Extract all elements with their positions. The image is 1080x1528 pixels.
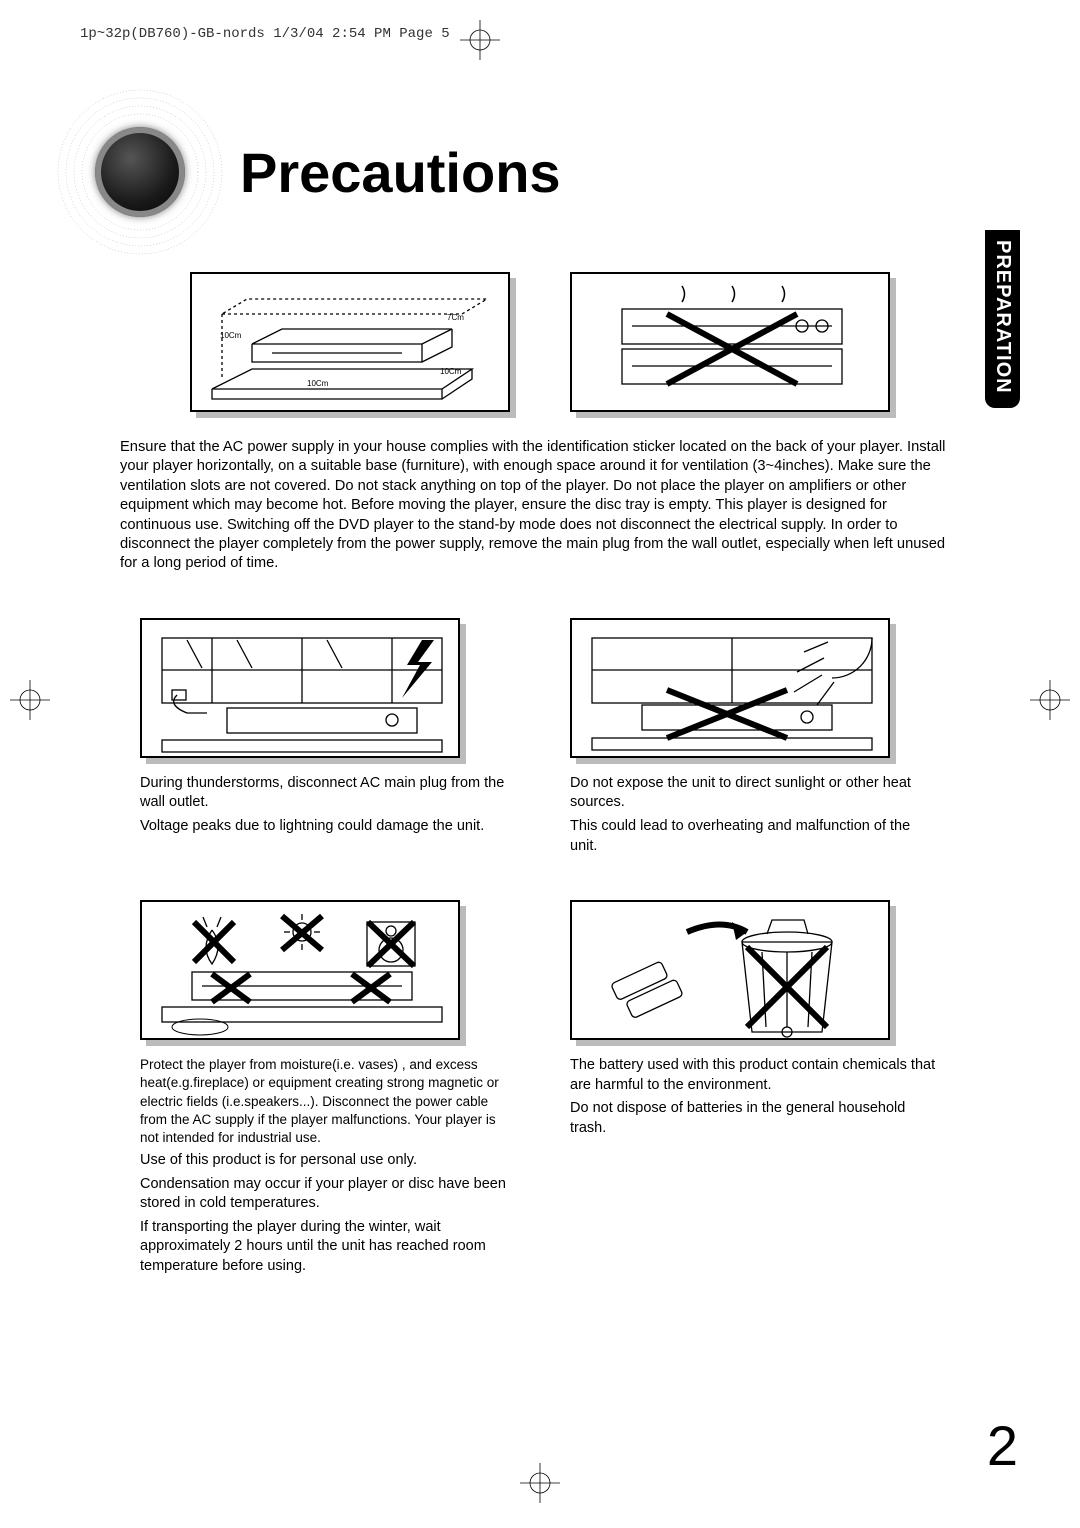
page-number: 2 bbox=[987, 1413, 1018, 1478]
document-page: 1p~32p(DB760)-GB-nords 1/3/04 2:54 PM Pa… bbox=[0, 0, 1080, 1528]
caption-battery-2: Do not dispose of batteries in the gener… bbox=[570, 1099, 940, 1138]
figure-row-3: Protect the player from moisture(i.e. va… bbox=[60, 900, 1020, 1276]
figure-sunlight bbox=[570, 618, 890, 758]
caption-moisture-3: Condensation may occur if your player or… bbox=[140, 1175, 510, 1214]
figure-thunderstorm bbox=[140, 618, 460, 758]
column-thunderstorm: During thunderstorms, disconnect AC main… bbox=[140, 618, 510, 856]
caption-moisture-1: Protect the player from moisture(i.e. va… bbox=[140, 1056, 510, 1147]
clearance-label-left: 10Cm bbox=[220, 331, 242, 340]
caption-sunlight-1: Do not expose the unit to direct sunligh… bbox=[570, 774, 940, 813]
speaker-icon bbox=[50, 82, 230, 262]
figure-row-2: During thunderstorms, disconnect AC main… bbox=[60, 618, 1020, 856]
caption-sunlight-2: This could lead to overheating and malfu… bbox=[570, 817, 940, 856]
title-row: Precautions bbox=[50, 82, 1020, 262]
figure-battery bbox=[570, 900, 890, 1040]
figure-no-stack bbox=[570, 272, 890, 412]
figure-row-1: 7Cm 10Cm 10Cm 10Cm bbox=[60, 272, 1020, 412]
clearance-label-top: 7Cm bbox=[447, 313, 464, 322]
caption-thunder-1: During thunderstorms, disconnect AC main… bbox=[140, 774, 510, 813]
caption-moisture-4: If transporting the player during the wi… bbox=[140, 1218, 510, 1277]
figure-moisture bbox=[140, 900, 460, 1040]
main-paragraph: Ensure that the AC power supply in your … bbox=[120, 438, 960, 574]
figure-ventilation: 7Cm 10Cm 10Cm 10Cm bbox=[190, 272, 510, 412]
caption-thunder-2: Voltage peaks due to lightning could dam… bbox=[140, 817, 510, 837]
registration-mark-icon bbox=[520, 1463, 560, 1508]
page-title: Precautions bbox=[240, 140, 561, 205]
column-sunlight: Do not expose the unit to direct sunligh… bbox=[570, 618, 940, 856]
caption-battery-1: The battery used with this product conta… bbox=[570, 1056, 940, 1095]
clearance-label-bottom: 10Cm bbox=[307, 379, 329, 388]
clearance-label-right: 10Cm bbox=[440, 367, 462, 376]
crop-mark-icon bbox=[460, 20, 500, 60]
section-tab: PREPARATION bbox=[985, 230, 1020, 408]
column-battery: The battery used with this product conta… bbox=[570, 900, 940, 1276]
column-moisture: Protect the player from moisture(i.e. va… bbox=[140, 900, 510, 1276]
registration-mark-icon bbox=[10, 680, 50, 725]
running-head: 1p~32p(DB760)-GB-nords 1/3/04 2:54 PM Pa… bbox=[60, 20, 1020, 42]
registration-mark-icon bbox=[1030, 680, 1070, 725]
caption-moisture-2: Use of this product is for personal use … bbox=[140, 1151, 510, 1171]
